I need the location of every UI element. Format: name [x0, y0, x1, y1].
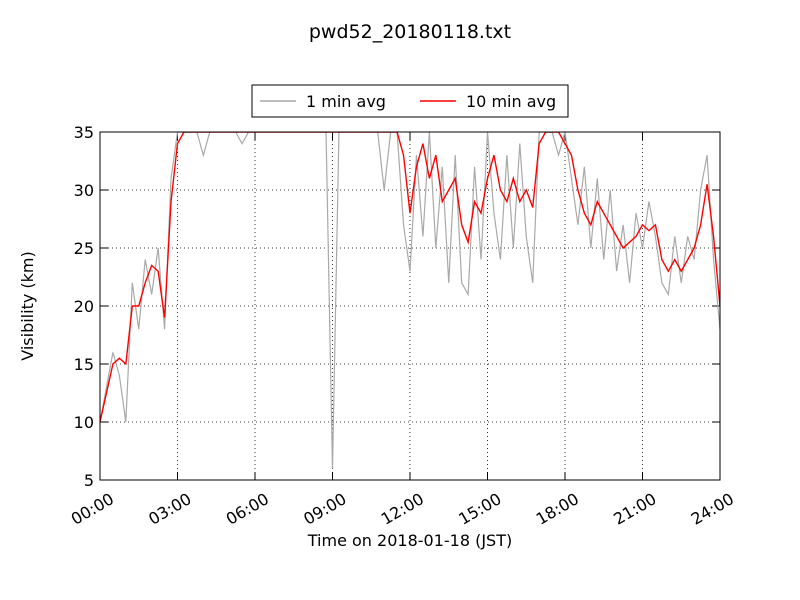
chart-title: pwd52_20180118.txt: [309, 21, 511, 43]
series-line: [100, 132, 720, 469]
x-tick-label: 21:00: [610, 489, 659, 529]
y-tick-label: 20: [74, 297, 94, 316]
x-tick-label: 15:00: [455, 489, 504, 529]
y-tick-label: 35: [74, 123, 94, 142]
legend-label: 10 min avg: [466, 92, 556, 111]
y-tick-label: 30: [74, 181, 94, 200]
plot-area: [100, 132, 720, 469]
x-tick-label: 09:00: [300, 489, 349, 529]
x-axis-label: Time on 2018-01-18 (JST): [307, 531, 512, 550]
legend-label: 1 min avg: [306, 92, 386, 111]
y-tick-label: 10: [74, 413, 94, 432]
series-line: [100, 132, 720, 423]
x-tick-label: 18:00: [533, 489, 582, 529]
y-tick-label: 15: [74, 355, 94, 374]
x-tick-label: 06:00: [223, 489, 272, 529]
x-tick-label: 12:00: [378, 489, 427, 529]
plot-frame: [99, 131, 721, 481]
y-tick-label: 5: [84, 471, 94, 490]
x-tick-label: 00:00: [68, 489, 117, 529]
y-axis-label: Visibility (km): [18, 251, 37, 360]
x-tick-label: 03:00: [145, 489, 194, 529]
x-tick-label: 24:00: [688, 489, 737, 529]
y-tick-label: 25: [74, 239, 94, 258]
legend-frame: [251, 84, 569, 118]
